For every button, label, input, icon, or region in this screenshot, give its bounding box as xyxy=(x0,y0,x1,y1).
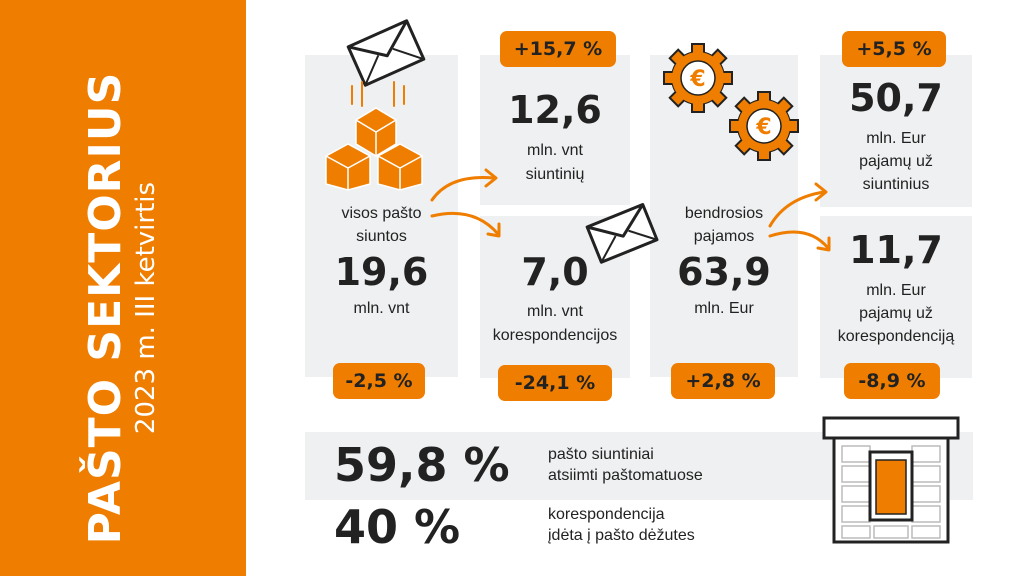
gears-euro-icon: € € xyxy=(663,43,799,161)
panel-parcels xyxy=(480,55,630,205)
boxes-icon xyxy=(325,81,423,191)
revenue-correspondence-desc: mln. Eur pajamų už korespondenciją xyxy=(812,279,980,348)
sidebar: PAŠTO SEKTORIUS 2023 m. III ketvirtis xyxy=(0,0,246,576)
correspondence-change-badge: -24,1 % xyxy=(498,365,612,401)
mailbox-share: 40 % xyxy=(334,500,461,554)
envelope-icon-small xyxy=(585,203,659,264)
revenue-parcels-line2: pajamų už xyxy=(859,153,933,170)
panel-revenue-parcels xyxy=(820,55,972,207)
revenue-correspondence-change-badge: -8,9 % xyxy=(844,363,940,399)
period-subtitle: 2023 m. III ketvirtis xyxy=(131,181,162,435)
envelope-icon xyxy=(346,19,426,87)
parcel-lockers-note-line1: pašto siuntiniai xyxy=(548,446,654,463)
parcels-label: siuntinių xyxy=(525,166,585,183)
panel-revenue-correspondence xyxy=(820,216,972,378)
parcel-lockers-note-line2: atsiimti paštomatuose xyxy=(548,467,703,484)
all-items-label-line1: visos pašto xyxy=(341,205,422,222)
revenue-parcels-line3: siuntinius xyxy=(862,176,930,193)
mailbox-note-line2: įdėta į pašto dėžutes xyxy=(548,527,695,544)
all-items-label-line2: siuntos xyxy=(356,228,407,245)
parcels-value: 12,6 xyxy=(508,88,602,132)
main-title: PAŠTO SEKTORIUS xyxy=(79,71,131,545)
svg-text:€: € xyxy=(755,115,771,140)
revenue-parcels-change-badge: +5,5 % xyxy=(842,31,946,67)
parcels-unit: mln. vnt xyxy=(526,142,583,159)
all-items-value: 19,6 xyxy=(334,250,429,294)
revenue-parcels-value: 50,7 xyxy=(849,76,943,120)
revenue-parcels-line1: mln. Eur xyxy=(866,130,926,147)
revenue-total-label-line1: bendrosios xyxy=(684,205,764,222)
correspondence-label: korespondencijos xyxy=(492,327,618,344)
revenue-correspondence-line1: mln. Eur xyxy=(866,282,926,299)
revenue-total-change-badge: +2,8 % xyxy=(671,363,775,399)
all-items-label: visos pašto siuntos xyxy=(315,202,448,248)
parcel-locker-icon xyxy=(822,416,960,544)
arrow-icon xyxy=(430,168,501,238)
mailbox-note-line1: korespondencija xyxy=(548,506,665,523)
parcel-lockers-note: pašto siuntiniai atsiimti paštomatuose xyxy=(548,444,703,486)
svg-text:€: € xyxy=(689,67,705,92)
revenue-correspondence-value: 11,7 xyxy=(849,228,943,272)
all-items-unit: mln. vnt xyxy=(353,300,410,317)
revenue-total-label: bendrosios pajamos xyxy=(655,202,793,248)
revenue-correspondence-line2: pajamų už xyxy=(859,305,933,322)
revenue-total-unit: mln. Eur xyxy=(694,300,754,317)
revenue-total-label-line2: pajamos xyxy=(693,228,755,245)
parcel-lockers-share: 59,8 % xyxy=(334,438,510,492)
mailbox-note: korespondencija įdėta į pašto dėžutes xyxy=(548,504,695,546)
revenue-total-value: 63,9 xyxy=(677,250,771,294)
parcels-change-badge: +15,7 % xyxy=(500,31,616,67)
revenue-correspondence-line3: korespondenciją xyxy=(837,328,955,345)
arrow-icon-revenue xyxy=(768,182,831,252)
revenue-parcels-desc: mln. Eur pajamų už siuntinius xyxy=(820,127,972,196)
sidebar-title-block: PAŠTO SEKTORIUS 2023 m. III ketvirtis xyxy=(79,71,164,545)
correspondence-unit: mln. vnt xyxy=(526,303,583,320)
correspondence-value: 7,0 xyxy=(521,250,589,294)
all-items-change-badge: -2,5 % xyxy=(333,363,425,399)
